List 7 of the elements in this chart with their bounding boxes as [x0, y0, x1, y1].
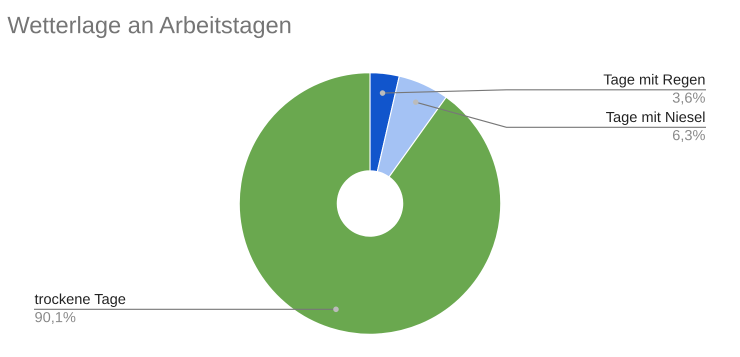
slice-label: Tage mit Regen: [604, 74, 705, 88]
slice-label: trockene Tage: [34, 293, 126, 308]
chart-title: Wetterlage an Arbeitstagen: [8, 16, 290, 38]
data-label: 3,6%: [672, 92, 705, 104]
slice-label: Tage mit Niesel: [606, 111, 704, 126]
data-label: 6,3%: [672, 130, 705, 142]
data-label: 90,1%: [35, 312, 76, 324]
